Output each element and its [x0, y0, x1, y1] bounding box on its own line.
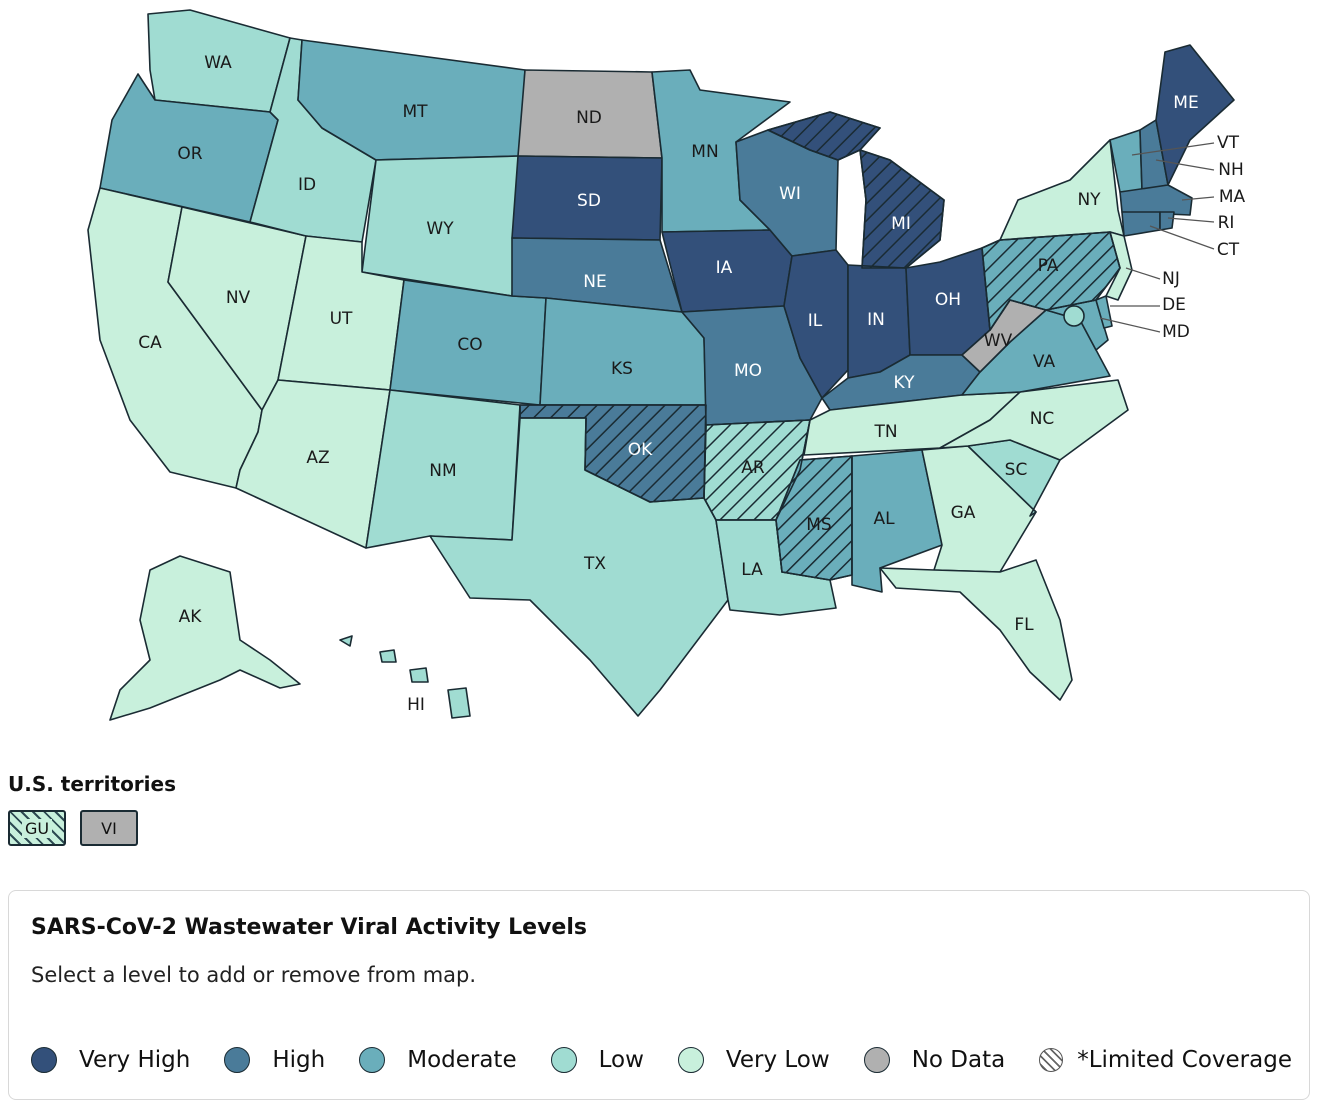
label-ct: CT	[1217, 240, 1240, 260]
state-oh[interactable]	[905, 247, 991, 356]
label-ma: MA	[1219, 187, 1246, 207]
state-wy[interactable]	[361, 155, 521, 297]
us-map: WAORCANVIDMTWYUTAZCONMNDSDNEKSOKTXMNIAMO…	[87, 9, 1246, 721]
high-dot-icon	[224, 1047, 251, 1073]
state-nc[interactable]	[939, 379, 1129, 461]
legend-label-no-data: No Data	[911, 1047, 1006, 1073]
very-high-dot-icon	[31, 1047, 57, 1073]
legend-label-very-low: Very Low	[725, 1047, 830, 1073]
state-fl[interactable]	[879, 559, 1073, 701]
state-wa[interactable]	[147, 9, 291, 113]
legend-label-low: Low	[598, 1047, 644, 1073]
territories-section: U.S. territories GU VI	[8, 772, 176, 846]
state-nm[interactable]	[365, 389, 521, 549]
legend-item-very-high[interactable]: Very High	[31, 1047, 190, 1073]
legend-title: SARS-CoV-2 Wastewater Viral Activity Lev…	[31, 915, 587, 940]
legend-instruction: Select a level to add or remove from map…	[31, 963, 477, 987]
state-ak[interactable]	[109, 555, 301, 721]
legend-label-moderate: Moderate	[407, 1047, 517, 1073]
legend-item-limited-coverage[interactable]: *Limited Coverage	[1039, 1047, 1292, 1073]
legend-item-low[interactable]: Low	[550, 1047, 644, 1073]
leader-ma	[1181, 196, 1215, 201]
label-nj: NJ	[1162, 269, 1180, 289]
label-hi: HI	[407, 695, 425, 715]
territory-gu[interactable]: GU	[8, 810, 66, 846]
label-md: MD	[1162, 322, 1190, 342]
territory-gu-label: GU	[21, 818, 53, 838]
legend-label-high: High	[272, 1047, 326, 1073]
territory-vi[interactable]: VI	[80, 810, 138, 846]
state-me[interactable]	[1155, 44, 1235, 186]
legend-item-moderate[interactable]: Moderate	[359, 1047, 517, 1073]
hatch-icon	[1039, 1048, 1064, 1072]
state-ma[interactable]	[1119, 184, 1193, 216]
legend-item-high[interactable]: High	[224, 1047, 325, 1073]
territory-list: GU VI	[8, 810, 176, 846]
state-nd[interactable]	[517, 69, 663, 159]
state-hi[interactable]	[339, 635, 471, 719]
state-sd[interactable]	[511, 155, 663, 241]
legend-item-very-low[interactable]: Very Low	[677, 1047, 830, 1073]
state-ri[interactable]	[1159, 211, 1175, 231]
leader-vt	[1131, 142, 1215, 156]
leader-ct	[1149, 225, 1215, 250]
legend-items: Very High High Moderate Low Very Low No …	[31, 1047, 1292, 1073]
no-data-dot-icon	[863, 1047, 890, 1073]
label-ri: RI	[1218, 213, 1235, 233]
state-dc[interactable]	[1063, 305, 1085, 327]
legend-item-no-data[interactable]: No Data	[863, 1047, 1006, 1073]
leader-ri	[1167, 217, 1215, 223]
legend-panel: SARS-CoV-2 Wastewater Viral Activity Lev…	[8, 890, 1310, 1100]
moderate-dot-icon	[359, 1047, 386, 1073]
state-ny[interactable]	[999, 139, 1125, 241]
state-ct[interactable]	[1121, 211, 1161, 237]
label-de: DE	[1162, 295, 1186, 315]
legend-label-very-high: Very High	[79, 1047, 191, 1073]
state-ks[interactable]	[539, 297, 707, 406]
leader-md	[1099, 317, 1161, 333]
label-nh: NH	[1218, 160, 1244, 180]
leader-nh	[1155, 159, 1215, 171]
legend-label-limited: *Limited Coverage	[1077, 1047, 1292, 1073]
territories-heading: U.S. territories	[8, 772, 176, 796]
territory-vi-label: VI	[101, 818, 117, 838]
label-vt: VT	[1217, 133, 1240, 153]
low-dot-icon	[550, 1047, 577, 1073]
leader-nj	[1125, 267, 1161, 280]
state-co[interactable]	[389, 279, 547, 406]
very-low-dot-icon	[677, 1047, 704, 1073]
state-ia[interactable]	[661, 229, 793, 313]
